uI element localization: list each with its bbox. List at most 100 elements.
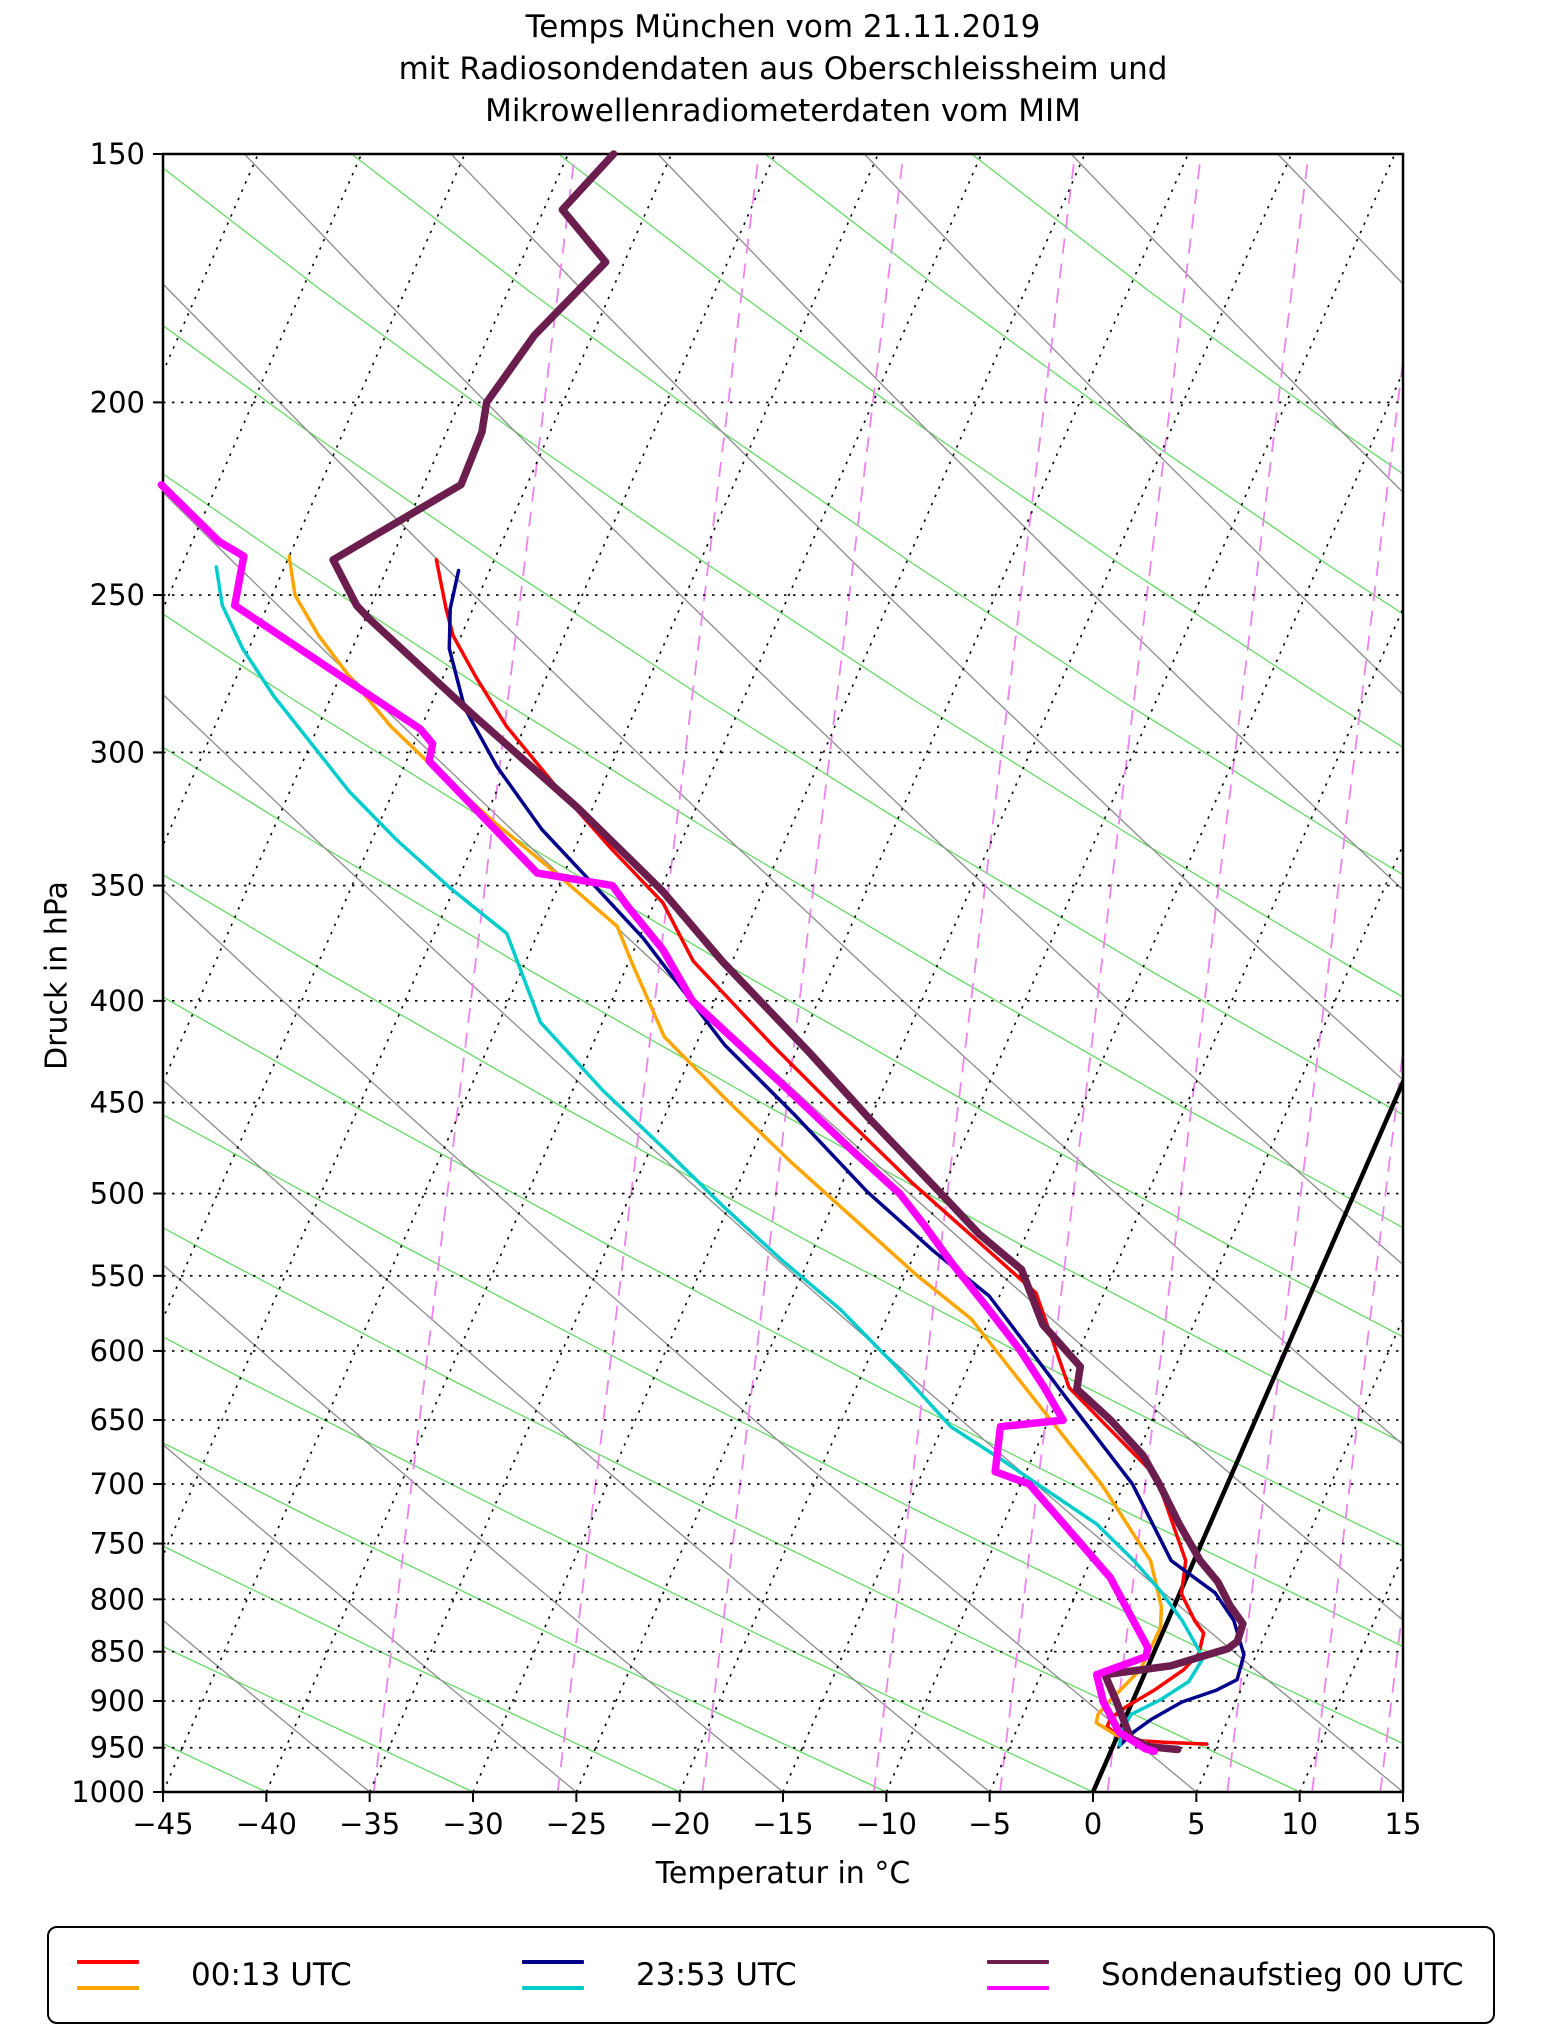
series-23-53-utc-temperatur bbox=[447, 568, 1246, 1748]
mixing-ratio-line bbox=[1106, 154, 1310, 1792]
y-tick-label: 650 bbox=[90, 1403, 145, 1437]
mixing-ratio-line bbox=[1440, 154, 1542, 1792]
moist-adiabat-line bbox=[163, 1226, 1300, 1792]
moist-adiabat-line bbox=[558, 154, 1403, 749]
isotherm-line bbox=[1402, 1790, 1403, 1792]
y-tick-label: 800 bbox=[90, 1582, 145, 1616]
isotherm-line bbox=[575, 154, 1293, 1792]
y-tick-label: 850 bbox=[90, 1635, 145, 1669]
mixing-ratio-line bbox=[372, 154, 576, 1792]
y-tick-label: 200 bbox=[90, 385, 145, 419]
x-tick-label: −45 bbox=[132, 1807, 193, 1841]
legend-label-sondenaufstieg: Sondenaufstieg 00 UTC bbox=[1101, 1957, 1464, 1993]
series-23-53-utc-taupunkt bbox=[214, 565, 1205, 1747]
y-axis-label: Druck in hPa bbox=[39, 881, 75, 1070]
series-sondenaufstieg-00-utc-temperatur bbox=[329, 150, 1247, 1754]
legend-item-2353utc: 23:53 UTC bbox=[522, 1928, 797, 2022]
moist-adiabat-line bbox=[163, 167, 1403, 998]
y-tick-label: 150 bbox=[90, 137, 145, 171]
mixing-ratio-line bbox=[873, 154, 1076, 1792]
y-tick-label: 600 bbox=[90, 1334, 145, 1368]
series-00-13-utc-taupunkt bbox=[287, 554, 1164, 1744]
y-tick-label: 900 bbox=[90, 1684, 145, 1718]
dry-adiabat-line bbox=[163, 1263, 784, 1792]
y-tick-label: 450 bbox=[90, 1086, 145, 1120]
dry-adiabat-line bbox=[243, 154, 1403, 1266]
y-tick-label: 700 bbox=[90, 1467, 145, 1501]
isotherm-line bbox=[472, 154, 1189, 1792]
moist-adiabat-line bbox=[163, 324, 1403, 1116]
isotherm-line bbox=[163, 154, 776, 1558]
x-tick-label: 5 bbox=[1187, 1807, 1205, 1841]
y-tick-label: 350 bbox=[90, 869, 145, 903]
mixing-ratio-line bbox=[1311, 1043, 1403, 1792]
mixing-ratio-line bbox=[1379, 1599, 1403, 1792]
legend-item-0013utc: 00:13 UTC bbox=[77, 1928, 352, 2022]
isotherm-line bbox=[265, 154, 983, 1792]
chart-title-line3: Mikrowellenradiometerdaten vom MIM bbox=[485, 93, 1081, 129]
dry-adiabat-line bbox=[163, 1079, 991, 1792]
isotherm-line bbox=[1298, 1553, 1403, 1792]
dry-adiabat-line bbox=[1070, 154, 1403, 494]
isotherm-line bbox=[885, 606, 1403, 1792]
legend-swatch-pair-0013utc bbox=[77, 1960, 139, 1990]
x-tick-label: −20 bbox=[649, 1807, 710, 1841]
background-grid bbox=[163, 154, 1542, 1792]
chart-title-line2: mit Radiosondendaten aus Oberschleisshei… bbox=[398, 51, 1168, 87]
isotherm-line bbox=[988, 843, 1403, 1792]
dry-adiabat-line bbox=[163, 693, 1403, 1792]
x-tick-label: −10 bbox=[856, 1807, 917, 1841]
series-00-13-utc-temperatur bbox=[434, 558, 1209, 1746]
isotherm-line bbox=[1195, 1316, 1403, 1792]
dry-adiabat-line bbox=[163, 283, 1403, 1446]
moist-adiabat-line bbox=[163, 613, 1403, 1338]
moist-adiabat-line bbox=[163, 1113, 1403, 1745]
y-tick-label: 750 bbox=[90, 1527, 145, 1561]
moist-adiabat-line bbox=[163, 996, 1403, 1648]
legend-swatch-pair-sondenaufstieg bbox=[987, 1960, 1049, 1990]
series-sondenaufstieg-00-utc-taupunkt bbox=[157, 480, 1158, 1756]
zero-isotherm-line bbox=[1090, 1076, 1403, 1792]
isotherm-line bbox=[782, 369, 1403, 1792]
temperature-line-swatch bbox=[77, 1960, 139, 1964]
mixing-ratio-line bbox=[701, 154, 905, 1792]
mixing-ratio-line bbox=[556, 154, 760, 1792]
dewpoint-line-swatch bbox=[987, 1986, 1049, 1990]
moist-adiabat-line bbox=[163, 874, 1403, 1547]
x-tick-label: 10 bbox=[1281, 1807, 1318, 1841]
moist-adiabat-line bbox=[163, 746, 1403, 1444]
x-tick-label: −15 bbox=[752, 1807, 813, 1841]
mixing-ratio-line bbox=[999, 154, 1202, 1792]
x-tick-label: −25 bbox=[546, 1807, 607, 1841]
legend-swatch-pair-2353utc bbox=[522, 1960, 584, 1990]
mixing-ratio-line bbox=[1226, 353, 1403, 1792]
moist-adiabat-line bbox=[163, 473, 1403, 1229]
x-tick-label: 0 bbox=[1084, 1807, 1102, 1841]
dry-adiabat-line bbox=[863, 154, 1403, 696]
dry-adiabat-line bbox=[163, 888, 1197, 1792]
chart-title: Temps München vom 21.11.2019 mit Radioso… bbox=[163, 6, 1403, 132]
isotherm-line bbox=[678, 154, 1396, 1792]
dewpoint-line-swatch bbox=[522, 1986, 584, 1990]
y-tick-label: 1000 bbox=[71, 1775, 145, 1809]
y-tick-label: 300 bbox=[90, 735, 145, 769]
dry-adiabat-line bbox=[163, 491, 1403, 1622]
moist-adiabat-line bbox=[351, 154, 1403, 876]
dewpoint-line-swatch bbox=[77, 1986, 139, 1990]
x-tick-label: −5 bbox=[968, 1807, 1011, 1841]
temperature-line-swatch bbox=[522, 1960, 584, 1964]
legend-item-sondenaufstieg: Sondenaufstieg 00 UTC bbox=[987, 1928, 1464, 2022]
moist-adiabat-line bbox=[971, 154, 1403, 475]
x-axis-label: Temperatur in °C bbox=[655, 1856, 911, 1891]
dry-adiabat-line bbox=[163, 1443, 577, 1792]
legend-label-2353utc: 23:53 UTC bbox=[636, 1957, 797, 1993]
dry-adiabat-line bbox=[1484, 154, 1542, 1792]
y-tick-label: 500 bbox=[90, 1177, 145, 1211]
chart-title-line1: Temps München vom 21.11.2019 bbox=[525, 9, 1041, 45]
moist-adiabat-line bbox=[163, 1442, 887, 1792]
dry-adiabat-line bbox=[450, 154, 1403, 1081]
y-tick-label: 550 bbox=[90, 1259, 145, 1293]
legend: 00:13 UTC 23:53 UTC Sondenaufstieg 00 UT… bbox=[47, 1926, 1495, 2024]
